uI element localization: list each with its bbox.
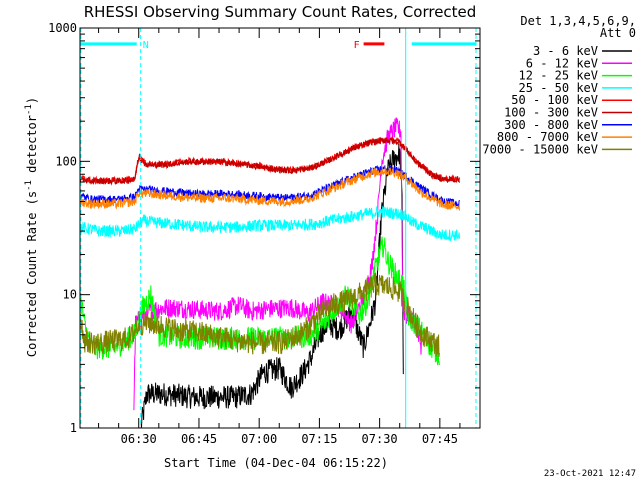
x-tick-label: 07:15 [301, 432, 337, 446]
x-tick-label: 06:30 [121, 432, 157, 446]
series-line-100-300-kev [80, 136, 460, 186]
x-tick-label: 06:45 [181, 432, 217, 446]
overlay-label-n: N [143, 40, 149, 51]
axes: N F 1 10 100 1000 06:30 06:45 07:00 07:15 07:30 07:… [48, 21, 480, 446]
y-tick-label: 10 [63, 288, 77, 302]
x-tick-label: 07:00 [241, 432, 277, 446]
y-tick-label: 100 [55, 154, 77, 168]
chart-title: RHESSI Observing Summary Count Rates, Co… [84, 3, 477, 21]
y-axis-label: Corrected Count Rate (s-1 detector-1) [24, 97, 39, 357]
series-line-6-12-kev [133, 117, 422, 411]
legend-label-100-300-kev: 100 - 300 keV [504, 106, 598, 120]
y-tick-label: 1 [70, 421, 77, 435]
overlay-label-f: F [354, 40, 360, 51]
plot-area [80, 28, 477, 428]
legend-label-25-50-kev: 25 - 50 keV [519, 81, 598, 95]
plot-frame [79, 27, 481, 429]
legend-header-detectors: Det 1,3,4,5,6,9, [520, 14, 636, 28]
x-tick-label: 07:30 [362, 432, 398, 446]
legend-label-800-7000-kev: 800 - 7000 keV [497, 130, 598, 144]
x-tick-label: 07:45 [422, 432, 458, 446]
legend-label-50-100-kev: 50 - 100 keV [511, 93, 598, 107]
series-line-3-6-kev [140, 143, 404, 428]
legend-label-300-800-kev: 300 - 800 keV [504, 118, 598, 132]
y-tick-label: 1000 [48, 21, 77, 35]
series-line-25-50-kev [80, 205, 460, 242]
timestamp: 23-Oct-2021 12:47 [544, 469, 636, 479]
legend-label-6-12-kev: 6 - 12 keV [526, 56, 598, 70]
legend-label-7000-15000-kev: 7000 - 15000 keV [482, 142, 598, 156]
x-axis-label: Start Time (04-Dec-04 06:15:22) [164, 456, 388, 470]
series-line-300-800-kev [80, 164, 460, 208]
legend-header-attenuator: Att 0 [600, 26, 636, 40]
series-line-800-7000-kev [80, 166, 460, 211]
legend-label-3-6-kev: 3 - 6 keV [533, 44, 598, 58]
legend-label-12-25-kev: 12 - 25 keV [519, 69, 598, 83]
